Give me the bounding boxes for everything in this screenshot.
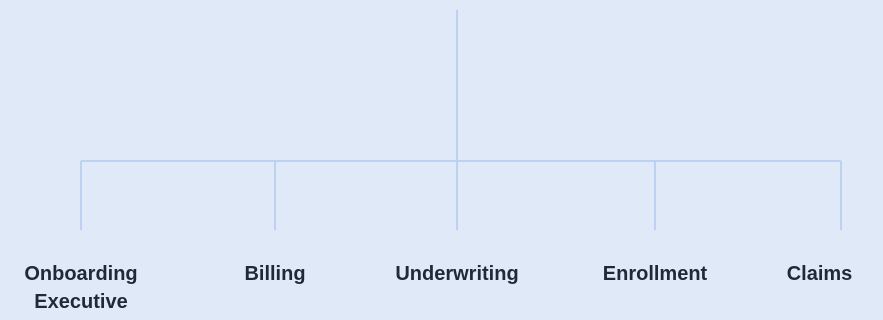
node-enrollment: Enrollment (602, 263, 708, 285)
node-underwriting: Underwriting (395, 263, 519, 285)
node-onboarding-executive: Onboarding Executive (24, 263, 138, 313)
node-claims: Claims (786, 263, 853, 285)
node-billing: Billing (244, 263, 306, 285)
